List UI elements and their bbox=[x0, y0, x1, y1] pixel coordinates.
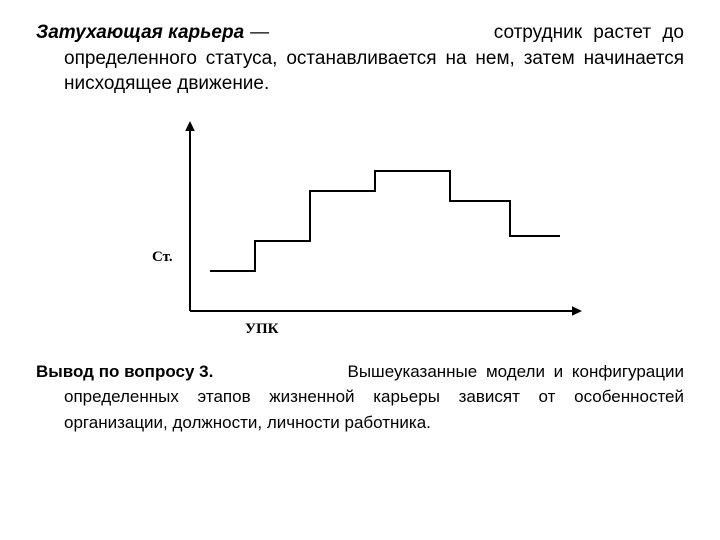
definition-term: Затухающая карьера bbox=[36, 20, 244, 46]
svg-text:Ст.: Ст. bbox=[152, 249, 173, 265]
chart-container: Ст. УПК bbox=[36, 111, 684, 341]
svg-text:УПК: УПК bbox=[245, 321, 279, 337]
definition-paragraph: Затухающая карьера — сотрудник растет до… bbox=[36, 20, 684, 97]
conclusion-line1: Вышеуказанные модели и конфигурации bbox=[213, 359, 684, 385]
definition-body: определенного статуса, останавливается н… bbox=[36, 46, 684, 97]
step-chart: Ст. УПК bbox=[120, 111, 600, 341]
conclusion-body: определенных этапов жизненной карьеры за… bbox=[36, 384, 684, 435]
definition-dash: — bbox=[244, 20, 275, 46]
definition-line1: сотрудник растет до bbox=[275, 20, 684, 46]
conclusion-lead: Вывод по вопросу 3. bbox=[36, 359, 213, 385]
page-root: Затухающая карьера — сотрудник растет до… bbox=[0, 0, 720, 455]
conclusion-paragraph: Вывод по вопросу 3. Вышеуказанные модели… bbox=[36, 359, 684, 436]
